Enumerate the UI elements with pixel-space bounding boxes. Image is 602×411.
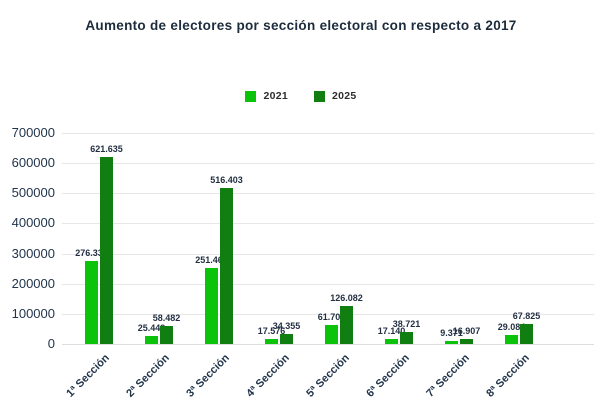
bar-2021	[385, 338, 398, 344]
bar-value-label: 621.635	[90, 143, 123, 154]
bar-value-label: 17.140	[377, 325, 406, 336]
bar-2025	[160, 326, 173, 344]
bar-2025	[100, 156, 113, 344]
bars-container: 276.334 621.635 25.449 58.482 251.463 516.403…	[69, 133, 549, 344]
bar-group: 29.084 67.825	[489, 133, 549, 344]
bar-group: 17.576 34.355	[249, 133, 309, 344]
legend-item-2025: 2025	[314, 90, 357, 102]
bar-value-label: 29.084	[497, 322, 526, 333]
gridline	[62, 193, 594, 195]
y-axis-tick-label: 700000	[11, 125, 55, 140]
y-axis-tick-label: 500000	[11, 185, 55, 201]
gridline	[62, 344, 594, 345]
y-axis-tick-label: 200000	[11, 275, 55, 291]
bar-value-label: 67.825	[512, 310, 541, 321]
y-axis-tick-label: 400000	[11, 215, 55, 231]
bar-value-label: 34.355	[272, 320, 301, 331]
bar-value-label: 9.371	[440, 328, 463, 339]
plot-area	[62, 133, 594, 345]
x-axis-category-label: 8ª Sección	[483, 352, 532, 400]
bar-group: 251.463 516.403	[189, 133, 249, 344]
bar-2021	[265, 338, 278, 344]
gridline	[62, 253, 594, 255]
bar-group: 17.140 38.721	[369, 133, 429, 344]
bar-group: 61.709 126.082	[309, 133, 369, 344]
bar-2021	[85, 260, 98, 344]
y-axis-tick-label: 100000	[11, 305, 55, 321]
bar-value-label: 25.449	[137, 323, 166, 334]
bar-group: 276.334 621.635	[69, 133, 129, 344]
bar-value-label: 61.709	[317, 312, 346, 323]
bar-2025	[460, 338, 473, 344]
bar-value-label: 126.082	[330, 293, 363, 303]
bar-value-label: 516.403	[210, 175, 243, 186]
y-axis-tick-label: 600000	[11, 155, 55, 171]
bar-value-label: 38.721	[392, 319, 421, 330]
bar-2025	[220, 188, 233, 344]
bar-2021	[205, 268, 218, 344]
x-axis-category-label: 4ª Sección	[243, 352, 292, 400]
x-axis-category-label: 1ª Sección	[63, 352, 112, 400]
x-axis-category-label: 2ª Sección	[123, 352, 172, 400]
bar-2025	[280, 333, 293, 344]
bar-2021	[445, 341, 458, 344]
gridline	[62, 313, 594, 315]
bar-2021	[505, 335, 518, 344]
chart-title: Aumento de electores por sección elector…	[85, 18, 517, 33]
gridline	[62, 133, 594, 134]
bar-value-label: 58.482	[152, 313, 181, 324]
bar-value-label: 17.576	[257, 325, 286, 336]
legend-label: 2021	[263, 90, 288, 102]
x-axis-category-label: 5ª Sección	[303, 352, 352, 400]
bar-value-label: 16.907	[452, 325, 481, 336]
x-axis-category-label: 7ª Sección	[423, 352, 472, 400]
legend-item-2021: 2021	[245, 90, 288, 102]
bar-2021	[145, 336, 158, 344]
y-axis-tick-label: 300000	[11, 245, 55, 261]
bar-value-label: 276.334	[75, 247, 108, 258]
x-axis-category-label: 3ª Sección	[183, 352, 232, 400]
legend-label: 2025	[332, 90, 357, 102]
bar-2025	[520, 323, 533, 344]
gridline	[62, 283, 594, 285]
legend-swatch-icon	[314, 90, 325, 102]
gridline	[62, 163, 594, 165]
bar-2021	[325, 325, 338, 344]
x-axis-category-label: 6ª Sección	[363, 352, 412, 400]
gridline	[62, 223, 594, 225]
x-axis: 1ª Sección 2ª Sección 3ª Sección 4ª Sección…	[0, 350, 602, 411]
bar-group: 9.371 16.907	[429, 133, 489, 344]
legend-swatch-icon	[245, 90, 257, 102]
bar-2025	[400, 332, 413, 344]
bar-2025	[340, 306, 353, 344]
bar-value-label: 251.463	[195, 255, 228, 266]
chart-legend: 2021 2025	[0, 90, 602, 102]
bar-group: 25.449 58.482	[129, 133, 189, 344]
y-axis-tick-label: 0	[47, 336, 55, 351]
